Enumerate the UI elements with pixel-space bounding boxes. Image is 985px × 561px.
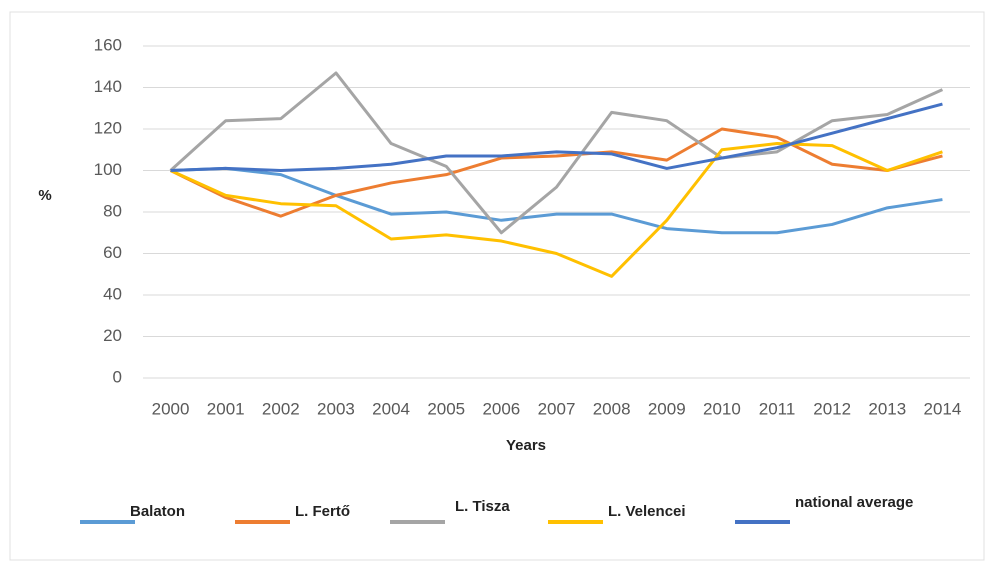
series-line	[170, 102, 943, 172]
y-tick-label: 160	[94, 35, 122, 54]
legend-text: L. Velencei	[608, 503, 686, 520]
y-tick-label: 40	[103, 284, 122, 303]
y-tick-label: 140	[94, 77, 122, 96]
x-axis-title: Years	[506, 437, 546, 454]
x-tick-label: 2011	[759, 399, 796, 418]
y-tick-label: 20	[103, 326, 122, 345]
x-tick-label: 2012	[813, 399, 851, 418]
x-tick-label: 2013	[868, 399, 906, 418]
legend-text: L. Fertő	[295, 503, 350, 520]
legend-text: L. Tisza	[455, 498, 510, 515]
series-line	[169, 71, 944, 235]
series-line	[170, 166, 943, 235]
y-tick-label: 80	[103, 201, 122, 220]
x-tick-label: 2006	[482, 399, 520, 418]
x-tick-label: 2008	[593, 399, 631, 418]
x-tick-label: 2002	[262, 399, 300, 418]
x-tick-label: 2007	[538, 399, 576, 418]
legend-text: Balaton	[130, 503, 185, 520]
y-tick-label: 100	[94, 160, 122, 179]
series-line	[169, 142, 943, 278]
y-tick-label: 0	[113, 367, 122, 386]
series-line	[169, 127, 943, 218]
x-tick-label: 2004	[372, 399, 410, 418]
x-tick-label: 2001	[207, 399, 245, 418]
y-tick-label: 60	[103, 243, 122, 262]
x-tick-label: 2009	[648, 399, 686, 418]
y-axis-title: %	[38, 187, 51, 204]
x-tick-label: 2000	[152, 399, 190, 418]
x-tick-label: 2003	[317, 399, 355, 418]
y-tick-label: 120	[94, 118, 122, 137]
chart-frame	[9, 11, 985, 561]
x-tick-label: 2010	[703, 399, 741, 418]
x-tick-label: 2005	[427, 399, 465, 418]
x-tick-label: 2014	[924, 399, 962, 418]
legend-text: national average	[795, 494, 913, 511]
